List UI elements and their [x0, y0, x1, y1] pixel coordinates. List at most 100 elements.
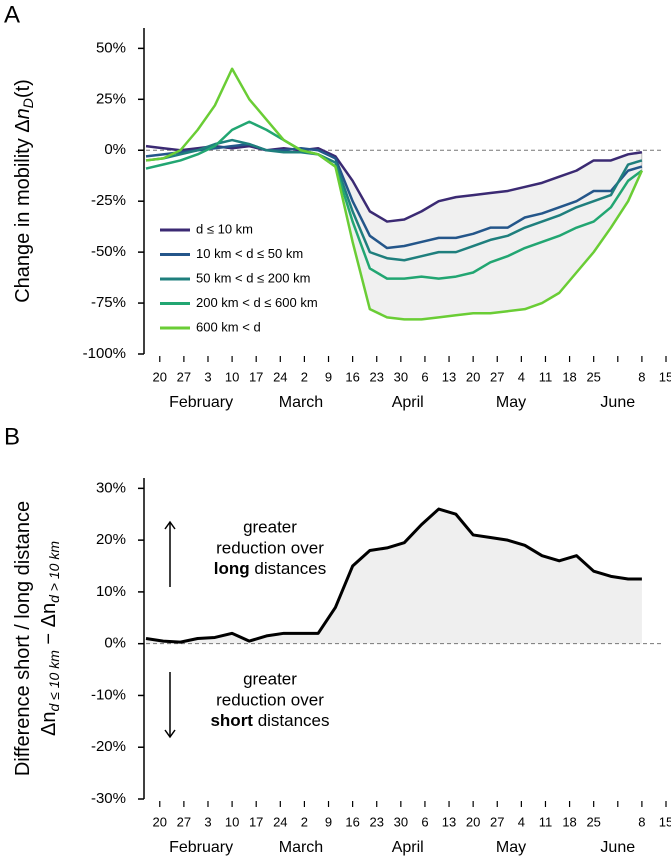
x-tick-label: 13	[442, 369, 456, 384]
y-label-part: d ≤ 10 km	[46, 650, 62, 712]
x-tick-label: 8	[638, 814, 645, 829]
x-tick-label: 27	[490, 814, 504, 829]
y-tick-label: -25%	[91, 192, 126, 209]
x-tick-label: 11	[539, 369, 553, 384]
x-tick-label: 9	[325, 369, 332, 384]
annotation-line: greater	[243, 517, 297, 536]
y-tick-label: 30%	[96, 479, 126, 496]
series-line	[145, 507, 642, 644]
annotation-rest: distances	[250, 559, 327, 578]
x-month-label: April	[392, 839, 424, 856]
series-line	[145, 142, 643, 250]
y-tick-label: -30%	[91, 790, 126, 807]
x-tick-label: 4	[518, 814, 525, 829]
y-tick-label: 50%	[96, 39, 126, 56]
x-tick-label: 20	[466, 369, 480, 384]
y-axis-label: Δnd ≤ 10 km − Δnd > 10 km	[38, 541, 61, 736]
x-tick-label: 23	[369, 369, 383, 384]
y-tick-label: 10%	[96, 583, 126, 600]
y-tick-label: -20%	[91, 738, 126, 755]
y-tick-label: -75%	[91, 294, 126, 311]
series-line	[145, 138, 643, 262]
x-tick-label: 10	[225, 814, 239, 829]
y-label-part: d > 10 km	[46, 541, 62, 603]
area	[146, 509, 642, 644]
x-month-label: June	[600, 839, 635, 856]
legend-label: d ≤ 10 km	[196, 221, 253, 236]
arrow-head	[164, 729, 176, 739]
y-tick-label: -50%	[91, 243, 126, 260]
x-month-label: February	[169, 394, 233, 411]
y-axis-label: Change in mobility ΔnD(t)	[12, 79, 35, 303]
x-tick-label: 4	[518, 369, 525, 384]
y-tick-label: 0%	[104, 635, 126, 652]
x-tick-label: 16	[345, 369, 359, 384]
series-line	[145, 144, 643, 223]
annotation-bold: long	[214, 559, 250, 578]
x-tick-label: 25	[586, 369, 600, 384]
annotation-line: reduction over	[216, 538, 324, 557]
y-label-part: Difference short / long distance	[12, 501, 34, 776]
annotation-rest: distances	[253, 711, 330, 730]
x-tick-label: 18	[562, 814, 576, 829]
y-label-part: (t)	[12, 79, 34, 98]
x-tick-label: 20	[153, 369, 167, 384]
y-label-part: − Δn	[38, 603, 60, 650]
legend-label: 50 km < d ≤ 200 km	[196, 270, 310, 285]
annotation-bold: short	[210, 711, 253, 730]
y-tick-label: 25%	[96, 90, 126, 107]
y-label-part: D	[20, 98, 36, 108]
x-month-label: March	[279, 839, 323, 856]
x-tick-label: 30	[394, 814, 408, 829]
y-tick-label: -10%	[91, 686, 126, 703]
x-tick-label: 2	[301, 369, 308, 384]
panel-letter: B	[4, 423, 20, 450]
legend-label: 200 km < d ≤ 600 km	[196, 295, 318, 310]
x-tick-label: 23	[369, 814, 383, 829]
x-tick-label: 3	[204, 369, 211, 384]
x-tick-label: 6	[421, 369, 428, 384]
y-tick-label: 0%	[104, 141, 126, 158]
x-month-label: February	[169, 839, 233, 856]
x-tick-label: 15	[659, 369, 671, 384]
x-tick-label: 30	[394, 369, 408, 384]
x-tick-label: 27	[490, 369, 504, 384]
x-tick-label: 24	[273, 369, 287, 384]
shade	[335, 151, 643, 320]
x-tick-label: 27	[177, 369, 191, 384]
x-month-label: June	[600, 394, 635, 411]
x-tick-label: 18	[562, 369, 576, 384]
x-tick-label: 9	[325, 814, 332, 829]
annotation-line: reduction over	[216, 690, 324, 709]
y-label-part: n	[12, 108, 34, 119]
x-tick-label: 16	[345, 814, 359, 829]
x-tick-label: 20	[153, 814, 167, 829]
legend-label: 600 km < d	[196, 319, 261, 334]
y-label-part: Δn	[38, 712, 60, 736]
x-month-label: March	[279, 394, 323, 411]
annotation-line: short distances	[210, 711, 329, 730]
annotation-line: greater	[243, 669, 297, 688]
x-tick-label: 10	[225, 369, 239, 384]
x-month-label: May	[496, 394, 526, 411]
x-tick-label: 20	[466, 814, 480, 829]
x-tick-label: 2	[301, 814, 308, 829]
y-label-part: Change in mobility Δ	[12, 119, 34, 302]
x-tick-label: 24	[273, 814, 287, 829]
x-tick-label: 3	[204, 814, 211, 829]
panel-letter: A	[4, 1, 20, 28]
x-tick-label: 15	[659, 814, 671, 829]
x-tick-label: 17	[249, 814, 263, 829]
x-tick-label: 11	[539, 814, 553, 829]
annotation-line: long distances	[214, 559, 326, 578]
x-tick-label: 6	[421, 814, 428, 829]
x-tick-label: 17	[249, 369, 263, 384]
y-axis-label: Difference short / long distance	[12, 501, 34, 776]
series-line	[145, 67, 644, 321]
x-month-label: May	[496, 839, 526, 856]
y-tick-label: 20%	[96, 531, 126, 548]
x-tick-label: 8	[638, 369, 645, 384]
series-line	[145, 120, 643, 280]
